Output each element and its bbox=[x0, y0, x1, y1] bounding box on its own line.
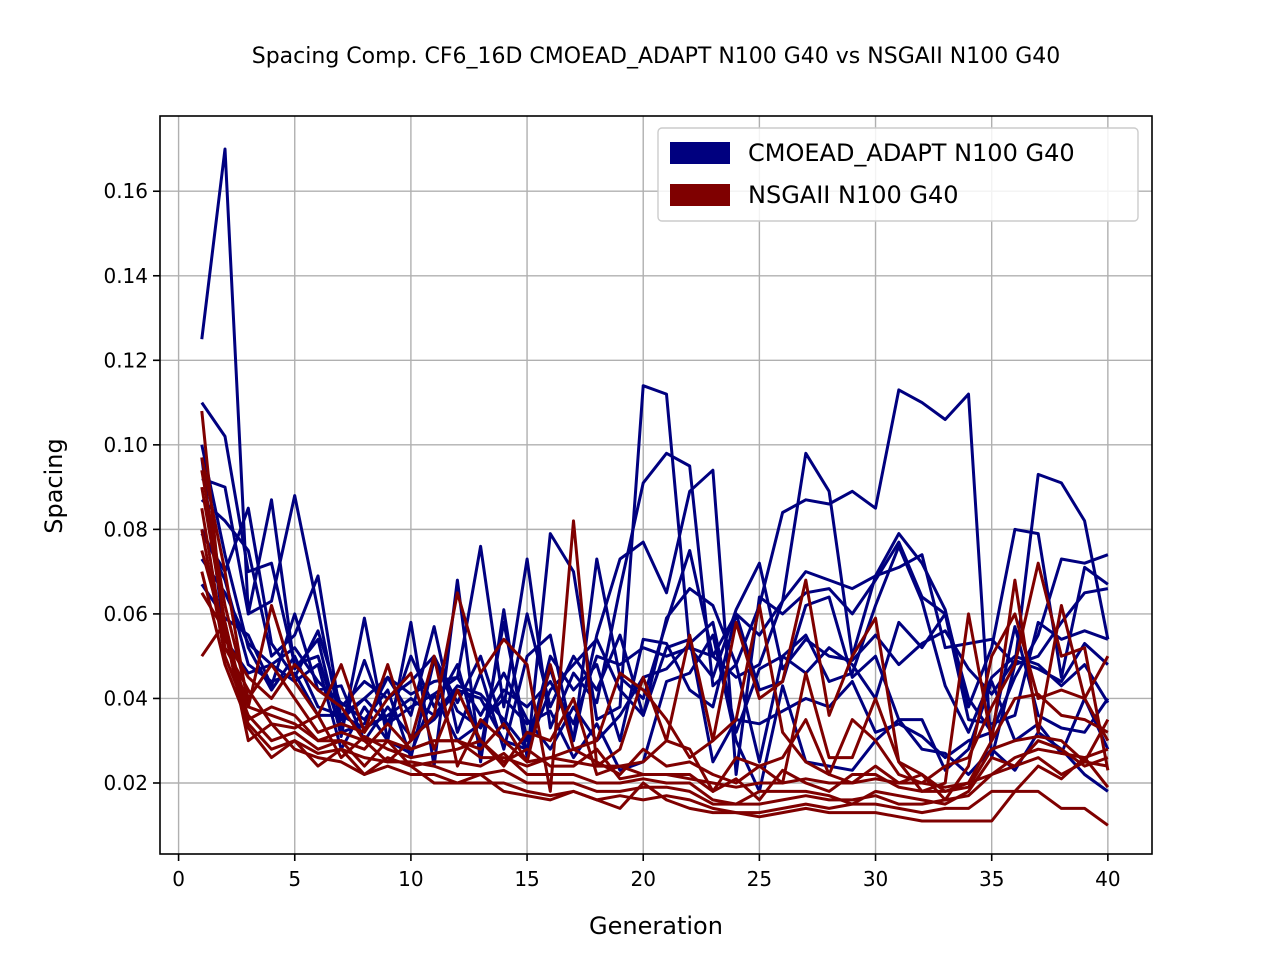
legend-label-nsgaii: NSGAII N100 G40 bbox=[748, 181, 959, 209]
cmoead-run-line-1 bbox=[200, 147, 1109, 768]
y-tick-label: 0.02 bbox=[103, 771, 148, 795]
nsgaii-run-line-1 bbox=[200, 410, 1110, 793]
nsgaii-run-line-7 bbox=[200, 571, 1109, 806]
x-tick-label: 25 bbox=[747, 867, 772, 891]
legend-swatch-nsgaii bbox=[670, 184, 730, 206]
legend-box bbox=[657, 127, 1139, 222]
legend-label-cmoead: CMOEAD_ADAPT N100 G40 bbox=[748, 139, 1075, 167]
y-tick-label: 0.06 bbox=[103, 602, 148, 626]
nsgaii-run-line-10 bbox=[200, 550, 1109, 789]
cmoead-run-line-10 bbox=[200, 528, 1109, 751]
nsgaii-run-line-9 bbox=[200, 620, 1109, 827]
nsgaii-run-line-2 bbox=[200, 457, 1110, 785]
legend: CMOEAD_ADAPT N100 G40 NSGAII N100 G40 bbox=[657, 127, 1139, 222]
legend-swatch-cmoead bbox=[670, 142, 730, 164]
y-tick-label: 0.10 bbox=[103, 433, 148, 457]
y-tick-label: 0.16 bbox=[103, 179, 148, 203]
y-tick-label: 0.14 bbox=[103, 264, 148, 288]
y-axis-ticks: 0.02 0.04 0.06 0.08 0.10 0.12 0.14 0.16 bbox=[103, 179, 160, 795]
x-tick-label: 15 bbox=[514, 867, 539, 891]
x-tick-label: 30 bbox=[863, 867, 888, 891]
x-tick-label: 35 bbox=[979, 867, 1004, 891]
nsgaii-run-line-4 bbox=[200, 486, 1109, 793]
x-axis-label: Generation bbox=[589, 912, 723, 940]
x-tick-label: 0 bbox=[172, 867, 185, 891]
y-tick-label: 0.08 bbox=[103, 517, 148, 541]
nsgaii-run-line-8 bbox=[200, 592, 1110, 815]
x-tick-label: 5 bbox=[288, 867, 301, 891]
plot-frame bbox=[159, 115, 1153, 855]
chart-title: Spacing Comp. CF6_16D CMOEAD_ADAPT N100 … bbox=[252, 44, 1061, 69]
y-axis-label: Spacing bbox=[40, 438, 68, 533]
y-tick-label: 0.04 bbox=[103, 686, 148, 710]
series-layer bbox=[200, 147, 1110, 827]
x-tick-label: 20 bbox=[630, 867, 655, 891]
x-axis-ticks: 0 5 10 15 20 25 30 35 40 bbox=[172, 854, 1121, 891]
cmoead-run-line-4 bbox=[200, 468, 1109, 776]
y-tick-label: 0.12 bbox=[103, 348, 148, 372]
nsgaii-run-line-3 bbox=[200, 469, 1110, 802]
x-tick-label: 40 bbox=[1095, 867, 1120, 891]
x-tick-label: 10 bbox=[398, 867, 423, 891]
cmoead-run-line-7 bbox=[200, 583, 1110, 772]
